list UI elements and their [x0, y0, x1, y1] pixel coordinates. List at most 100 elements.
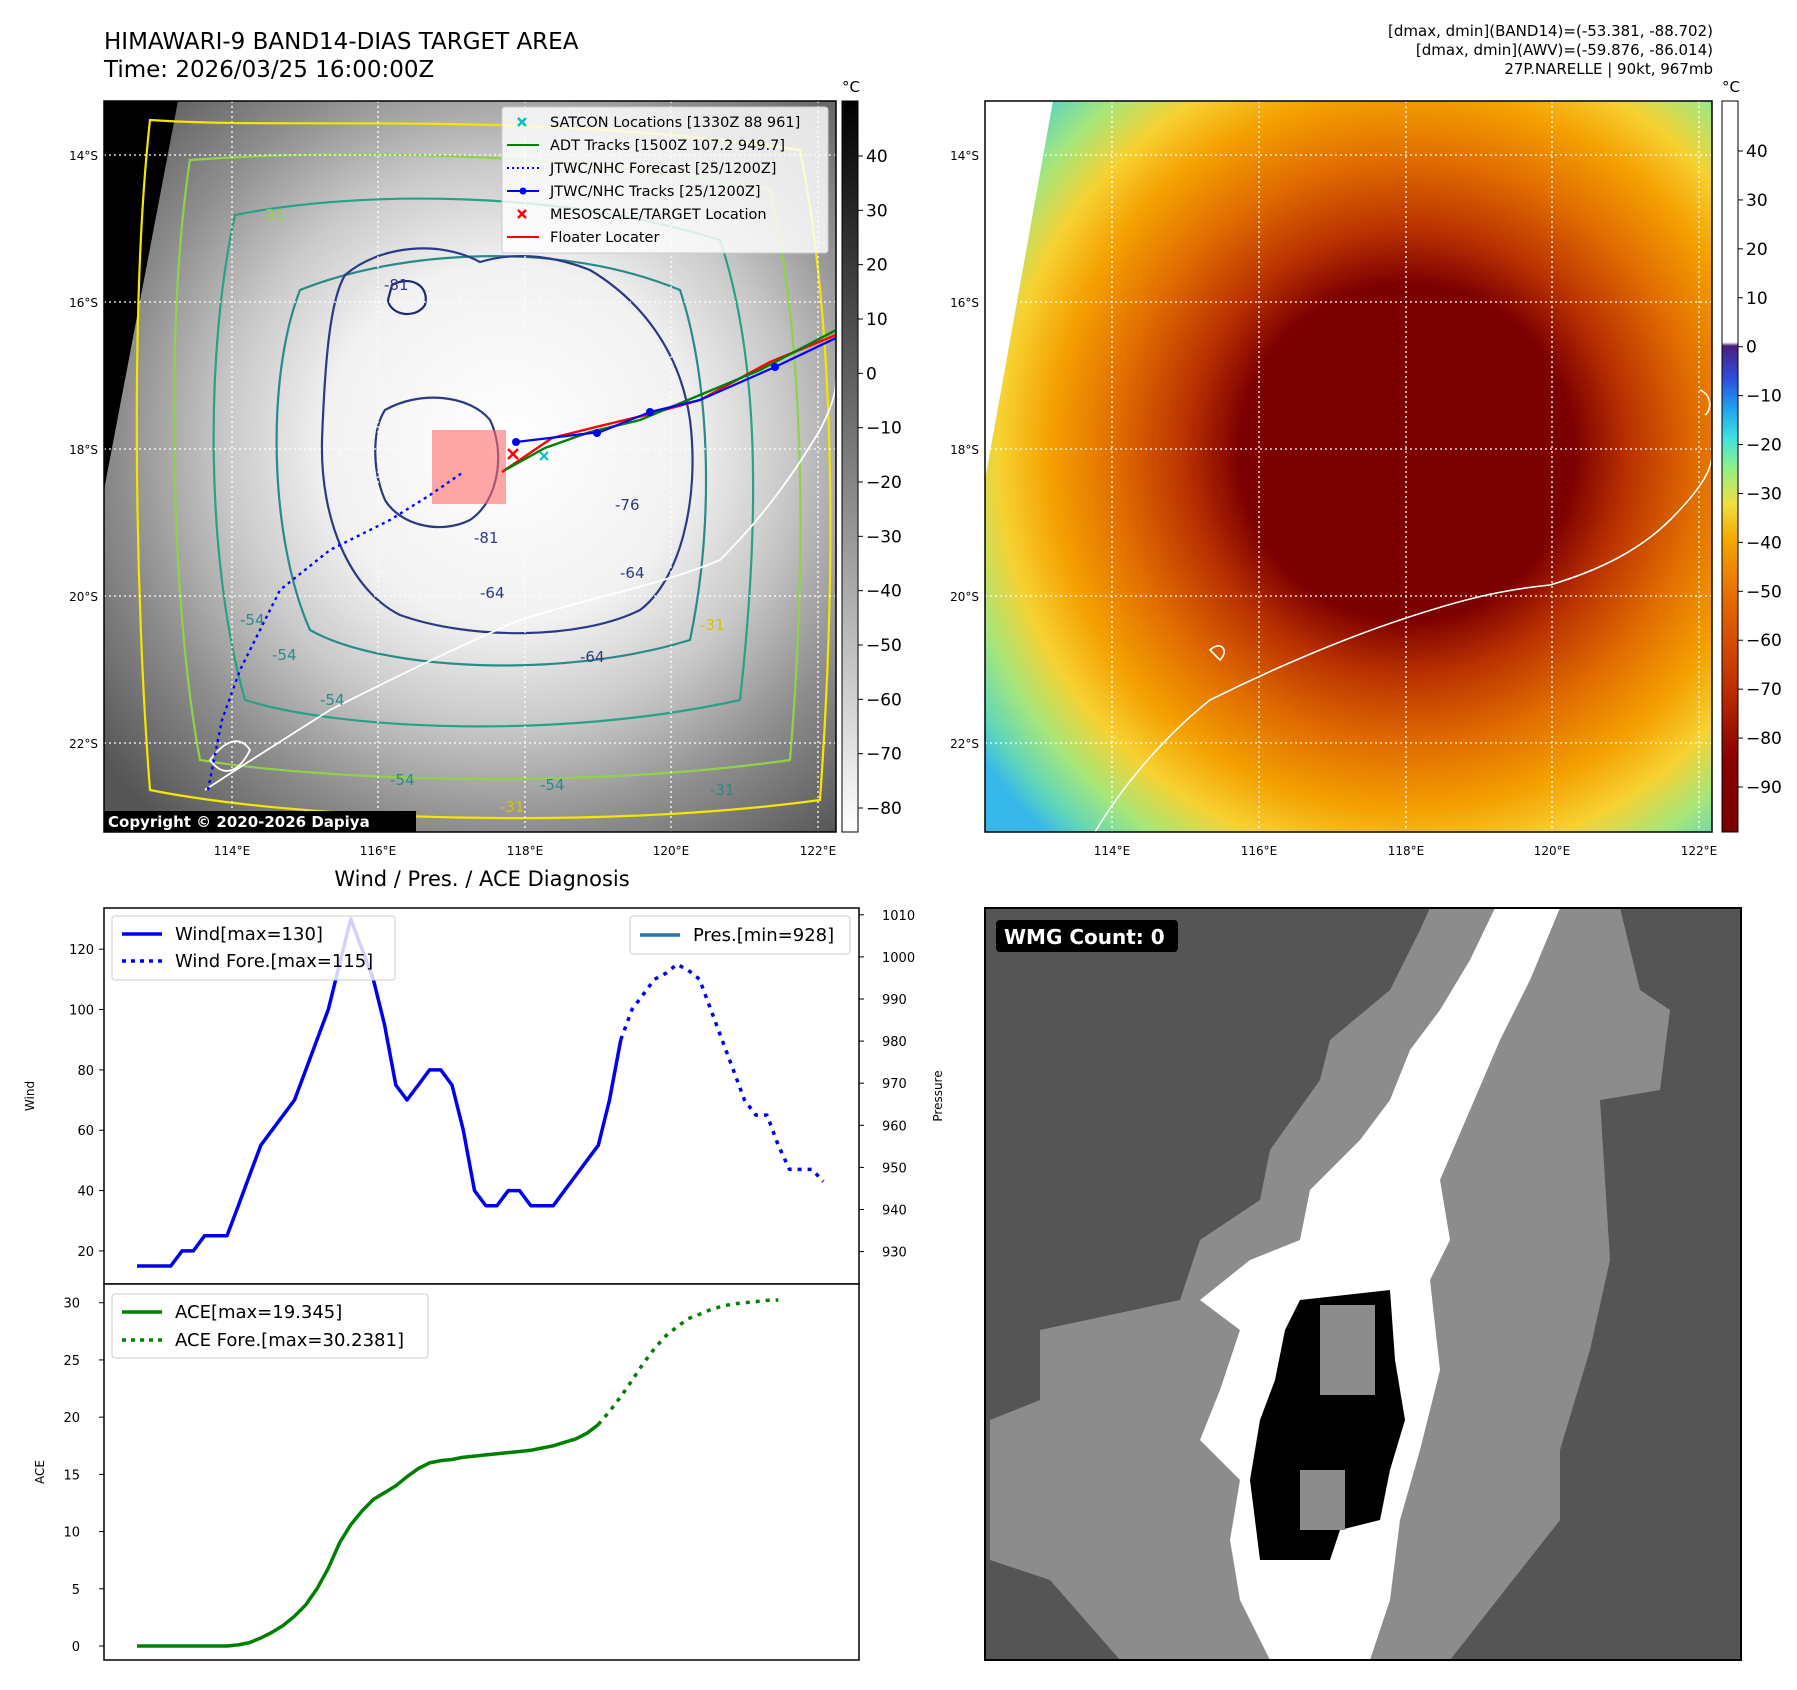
map-legend: SATCON Locations [1330Z 88 961] ADT Track… [501, 106, 829, 254]
ir-panel: -81 -81 -76 -64 -64 -64 -54 -54 -54 -54 -54 -31 -31 -… [69, 78, 902, 858]
contour-label: -31 [700, 616, 725, 634]
awv-imagery [985, 101, 1712, 832]
jtwc-track-point [512, 438, 520, 446]
legend-label: JTWC/NHC Forecast [25/1200Z] [549, 161, 776, 177]
ace-ytick: 5 [72, 1583, 80, 1598]
pres-ytick: 970 [882, 1077, 907, 1092]
awv-lat-tick: 16°S [950, 296, 979, 310]
wind-ytick: 80 [77, 1064, 94, 1079]
ir-lat-tick: 22°S [69, 737, 98, 751]
ir-lat-tick: 18°S [69, 443, 98, 457]
contour-label: -64 [620, 564, 645, 582]
awv-lon-ticks: 114°E 116°E 118°E 120°E 122°E [1094, 844, 1718, 858]
jtwc-track-point [646, 408, 654, 416]
time-line: Time: 2026/03/25 16:00:00Z [104, 57, 435, 83]
wind-ytick: 100 [69, 1004, 94, 1019]
jtwc-best-track [515, 337, 836, 444]
awv-gridlines [985, 101, 1712, 832]
ir-colorbar-tick: 10 [866, 310, 888, 330]
wind-ytick: 20 [77, 1245, 94, 1260]
legend-ace: ACE[max=19.345] [175, 1302, 342, 1323]
ace-forecast-line [596, 1298, 779, 1426]
pres-ytick: 960 [882, 1119, 907, 1134]
awv-colorbar-tick: −30 [1746, 484, 1782, 504]
diag-title: Wind / Pres. / ACE Diagnosis [334, 867, 629, 891]
wmg-count-label: WMG Count: 0 [1004, 925, 1165, 949]
wind-ytick: 40 [77, 1185, 94, 1200]
copyright-box [104, 811, 416, 832]
contour-label: -54 [320, 691, 345, 709]
ir-lat-ticks: 14°S 16°S 18°S 20°S 22°S [69, 149, 98, 751]
pres-ytick: 930 [882, 1246, 907, 1261]
target-location-marker [507, 448, 519, 460]
wind-legend: Wind[max=130] Wind Fore.[max=115] [111, 915, 396, 981]
awv-colorbar-tick: −40 [1746, 533, 1782, 553]
awv-colorbar-tick: −60 [1746, 631, 1782, 651]
ace-yticks: 0 5 10 15 20 25 30 [63, 1297, 104, 1655]
ir-contour-labels: -81 -81 -76 -64 -64 -64 -54 -54 -54 -54 -54 -31 -31 -… [240, 206, 735, 816]
contour-label: -54 [240, 611, 265, 629]
copyright-text: Copyright © 2020-2026 Dapiya [108, 813, 370, 831]
wind-forecast-line [619, 962, 825, 1183]
ir-colorbar-tick: 20 [866, 256, 888, 276]
ir-frame [103, 100, 837, 833]
awv-lat-ticks: 14°S 16°S 18°S 20°S 22°S [950, 149, 979, 751]
figure-title: HIMAWARI-9 BAND14-DIAS TARGET AREA Time: … [104, 28, 578, 84]
map-legend-items: SATCON Locations [1330Z 88 961] ADT Track… [507, 115, 800, 246]
legend-label: SATCON Locations [1330Z 88 961] [550, 115, 800, 131]
ir-lon-tick: 120°E [653, 844, 690, 858]
jtwc-track-point [771, 363, 779, 371]
pres-ytick: 980 [882, 1035, 907, 1050]
pres-yticks: 930 940 950 960 970 980 990 1000 1010 [859, 909, 915, 1261]
ir-colorbar [841, 100, 859, 833]
contour-label: -31 [500, 798, 525, 816]
awv-colorbar-tick: −20 [1746, 436, 1782, 456]
pres-ytick: 940 [882, 1203, 907, 1218]
floater-box [432, 430, 506, 504]
ir-colorbar-tick: 40 [866, 147, 888, 167]
legend-wind: Wind[max=130] [175, 924, 323, 945]
awv-range: [dmax, dmin](AWV)=(-59.876, -86.014) [1415, 41, 1713, 59]
awv-lat-tick: 20°S [950, 590, 979, 604]
contour-label: -54 [390, 771, 415, 789]
ir-colorbar-tick: −30 [866, 527, 902, 547]
awv-lon-tick: 116°E [1241, 844, 1278, 858]
ace-legend: ACE[max=19.345] ACE Fore.[max=30.2381] [111, 1293, 429, 1359]
ir-lon-tick: 116°E [360, 844, 397, 858]
wind-ytick: 60 [77, 1124, 94, 1139]
contour-label: -81 [474, 529, 499, 547]
ir-colorbar-tick: −20 [866, 473, 902, 493]
pres-ytick: 950 [882, 1161, 907, 1176]
awv-colorbar [1721, 100, 1739, 833]
ir-lat-tick: 16°S [69, 296, 98, 310]
contour-label: -54 [540, 776, 565, 794]
awv-colorbar-tick: −70 [1746, 680, 1782, 700]
ace-ytick: 25 [63, 1354, 80, 1369]
ir-lat-tick: 14°S [69, 149, 98, 163]
diagnosis-panel: Wind / Pres. / ACE Diagnosis 20 40 60 80 100… [23, 867, 945, 1661]
ir-colorbar-tick: −10 [866, 419, 902, 439]
ace-line [137, 1423, 600, 1648]
awv-colorbar-ticks: 40 30 20 10 0 −10 −20 −30 −40 −50 −60 −70 −80 −90 [1738, 142, 1782, 798]
legend-label: JTWC/NHC Tracks [25/1200Z] [549, 184, 761, 200]
wmg-gray-holes [1300, 1305, 1375, 1530]
awv-colorbar-tick: 30 [1746, 191, 1768, 211]
awv-frame [984, 100, 1713, 833]
wind-line [137, 917, 623, 1268]
contour-label: -54 [272, 646, 297, 664]
legend-label: Floater Locater [550, 230, 659, 246]
ir-coastline [204, 379, 836, 791]
title-line: HIMAWARI-9 BAND14-DIAS TARGET AREA [104, 29, 579, 55]
ir-colorbar-tick: −40 [866, 582, 902, 602]
wind-series [137, 917, 825, 1268]
pres-ylabel: Pressure [931, 1070, 945, 1121]
ace-ytick: 20 [63, 1411, 80, 1426]
ace-ytick: 15 [63, 1468, 80, 1483]
wmg-frame [984, 907, 1742, 1661]
awv-lon-tick: 118°E [1388, 844, 1425, 858]
ace-ytick: 30 [63, 1297, 80, 1312]
ir-colorbar-tick: −70 [866, 745, 902, 765]
legend-dot [519, 187, 527, 195]
wind-yticks: 20 40 60 80 100 120 [69, 943, 104, 1260]
